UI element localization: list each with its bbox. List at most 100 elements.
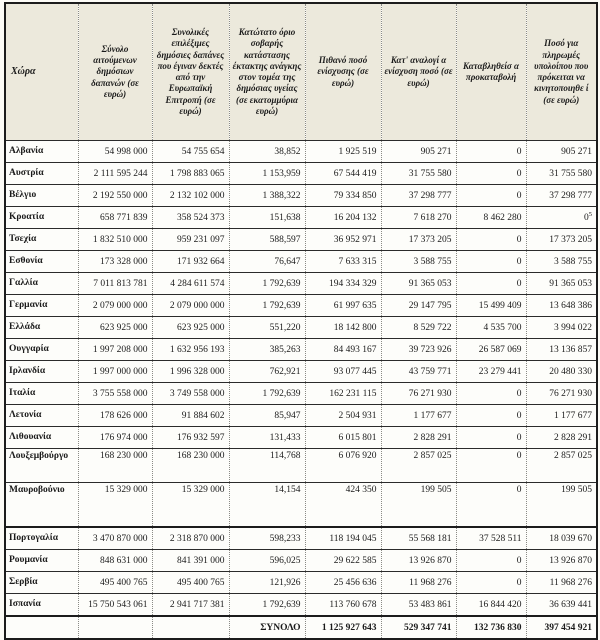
- value-cell: 25 456 636: [304, 571, 382, 594]
- value-cell: 2 828 291: [525, 426, 598, 449]
- header-emergency-threshold: Κατώτατο όριο σοβαρής κατάστασης έκτακτη…: [228, 2, 306, 141]
- country-cell: Μαυροβούνιο: [4, 482, 79, 528]
- value-cell: 2 828 291: [380, 426, 457, 449]
- table-row: Ιταλία 3 755 558 000 3 749 558 000 1 792,63…: [4, 382, 598, 405]
- value-cell: 1 996 328 000: [151, 360, 230, 383]
- value-cell: 15 750 543 061: [77, 593, 153, 617]
- value-cell: 2 504 931: [304, 404, 382, 427]
- value-cell: 658 771 839: [77, 206, 153, 229]
- value-cell: 2 318 870 000: [151, 526, 230, 550]
- value-cell: 176 932 597: [151, 426, 230, 449]
- value-cell: 13 648 386: [525, 294, 598, 317]
- empty-cell: [151, 615, 230, 640]
- value-cell: 1 997 000 000: [77, 360, 153, 383]
- value-cell: 424 350: [304, 482, 382, 528]
- value-cell: 1 792,639: [228, 593, 306, 617]
- value-cell: 53 483 861: [380, 593, 457, 617]
- value-cell: 1 925 519: [304, 140, 382, 163]
- value-cell: 17 373 205: [380, 228, 457, 251]
- table-row: Ρουμανία 848 631 000 841 391 000 596,025 29 …: [4, 549, 598, 572]
- value-cell: 23 279 441: [455, 360, 527, 383]
- value-cell: 113 760 678: [304, 593, 382, 617]
- header-balance-payments: Ποσό για πληρωμές υπολοίπου που πρόκειτα…: [525, 2, 598, 141]
- value-cell: 0: [455, 448, 527, 483]
- table-footer: ΣΥΝΟΛΟ 1 125 927 643 529 347 741 132 736…: [4, 615, 598, 640]
- value-cell: 18 142 800: [304, 316, 382, 339]
- total-advance-paid: 132 736 830: [455, 615, 527, 640]
- header-prorata-aid: Κατ' αναλογί α ενίσχυση ποσό (σε ευρώ): [380, 2, 457, 141]
- total-balance-payments: 397 454 921: [525, 615, 598, 640]
- value-cell: 4 535 700: [455, 316, 527, 339]
- value-cell: 495 400 765: [151, 571, 230, 594]
- value-cell: 173 328 000: [77, 250, 153, 273]
- value-cell: 1 832 510 000: [77, 228, 153, 251]
- country-cell: Ισπανία: [4, 593, 79, 617]
- value-cell: 1 177 677: [380, 404, 457, 427]
- empty-cell: [77, 615, 153, 640]
- value-cell: 1 798 883 065: [151, 162, 230, 185]
- header-possible-aid: Πιθανό ποσό ενίσχυσης (σε ευρώ): [304, 2, 382, 141]
- value-cell: 37 298 777: [525, 184, 598, 207]
- country-cell: Πορτογαλία: [4, 526, 79, 550]
- value-cell: 959 231 097: [151, 228, 230, 251]
- value-cell: 36 639 441: [525, 593, 598, 617]
- value-cell: 91 365 053: [380, 272, 457, 295]
- value-cell: 199 505: [380, 482, 457, 528]
- value-cell: 358 524 373: [151, 206, 230, 229]
- table-row: Γερμανία 2 079 000 000 2 079 000 000 1 792,…: [4, 294, 598, 317]
- value-cell: 6 015 801: [304, 426, 382, 449]
- value-cell: 0: [455, 272, 527, 295]
- value-cell: 2 192 550 000: [77, 184, 153, 207]
- table-row: Γαλλία 7 011 813 781 4 284 611 574 1 792,63…: [4, 272, 598, 295]
- value-cell: 61 997 635: [304, 294, 382, 317]
- value-cell: 91 884 602: [151, 404, 230, 427]
- value-cell: 1 997 208 000: [77, 338, 153, 361]
- value-cell: 26 587 069: [455, 338, 527, 361]
- value-cell: 194 334 329: [304, 272, 382, 295]
- value-cell: 1 177 677: [525, 404, 598, 427]
- value-cell: 178 626 000: [77, 404, 153, 427]
- value-cell: 79 334 850: [304, 184, 382, 207]
- value-cell: 1 388,322: [228, 184, 306, 207]
- value-cell: 171 932 664: [151, 250, 230, 273]
- value-cell: 7 011 813 781: [77, 272, 153, 295]
- value-cell: 29 147 795: [380, 294, 457, 317]
- total-row: ΣΥΝΟΛΟ 1 125 927 643 529 347 741 132 736…: [4, 615, 598, 640]
- value-cell: 76,647: [228, 250, 306, 273]
- country-cell: Λετονία: [4, 404, 79, 427]
- table-body: Αλβανία 54 998 000 54 755 654 38,852 1 925 5…: [4, 140, 598, 617]
- country-cell: Ελλάδα: [4, 316, 79, 339]
- value-cell: 3 755 558 000: [77, 382, 153, 405]
- value-cell: 162 231 115: [304, 382, 382, 405]
- value-cell: 54 998 000: [77, 140, 153, 163]
- country-cell: Γερμανία: [4, 294, 79, 317]
- value-cell: 588,597: [228, 228, 306, 251]
- table-header: Χώρα Σύνολο αιτούμενων δημόσιων δαπανών …: [4, 2, 598, 141]
- value-cell: 85,947: [228, 404, 306, 427]
- value-cell: 2 857 025: [525, 448, 598, 483]
- table-row: Λουξεμβούργο 168 230 000 168 230 000 114,76…: [4, 448, 598, 483]
- value-cell: 2 111 595 244: [77, 162, 153, 185]
- value-cell: 3 588 755: [380, 250, 457, 273]
- value-cell: 14,154: [228, 482, 306, 528]
- value-cell: 43 759 771: [380, 360, 457, 383]
- table-row: Τσεχία 1 832 510 000 959 231 097 588,597 36 …: [4, 228, 598, 251]
- table-row: Πορτογαλία 3 470 870 000 2 318 870 000 598,…: [4, 526, 598, 550]
- value-cell: 11 968 276: [525, 571, 598, 594]
- value-cell: 13 926 870: [525, 549, 598, 572]
- value-cell: 0: [455, 426, 527, 449]
- value-cell: 596,025: [228, 549, 306, 572]
- value-cell: 13 926 870: [380, 549, 457, 572]
- value-cell: 0: [455, 250, 527, 273]
- header-row: Χώρα Σύνολο αιτούμενων δημόσιων δαπανών …: [4, 2, 598, 141]
- document-page: Χώρα Σύνολο αιτούμενων δημόσιων δαπανών …: [4, 2, 598, 640]
- value-cell: 11 968 276: [380, 571, 457, 594]
- value-cell: 176 974 000: [77, 426, 153, 449]
- value-cell: 3 749 558 000: [151, 382, 230, 405]
- value-cell: 20 480 330: [525, 360, 598, 383]
- table-row: Ισπανία 15 750 543 061 2 941 717 381 1 792,…: [4, 593, 598, 617]
- value-cell: 37 298 777: [380, 184, 457, 207]
- value-cell: 16 204 132: [304, 206, 382, 229]
- value-cell: 76 271 930: [380, 382, 457, 405]
- value-cell: 0: [455, 549, 527, 572]
